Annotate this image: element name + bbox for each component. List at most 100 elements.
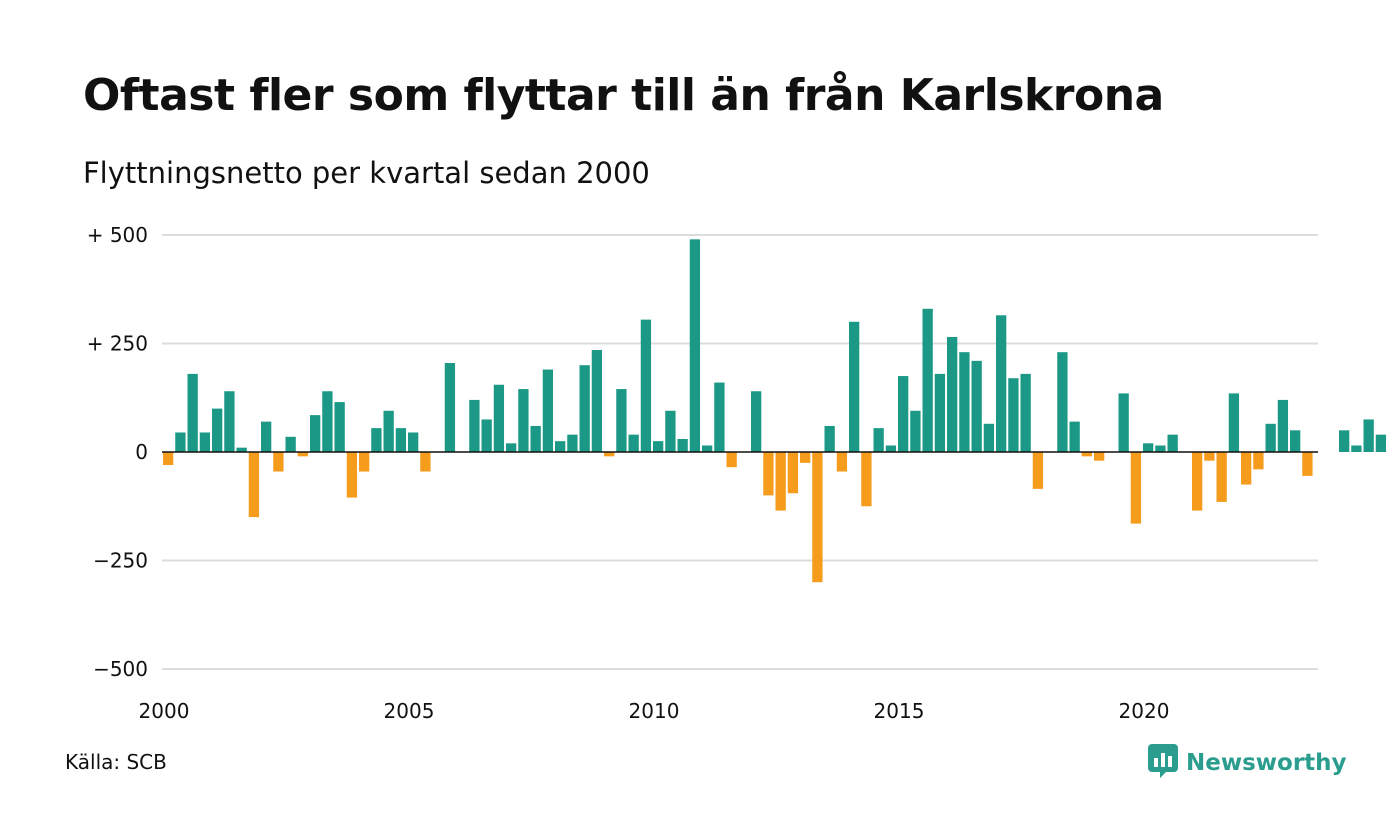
bar: 2020 K3: 40 (1167, 434, 1178, 452)
bar: 2015 K2: 95 (910, 410, 921, 452)
bar: 2004 K2: 55 (371, 428, 382, 452)
bar: 2016 K3: 210 (971, 360, 982, 452)
bar: 2009 K1: -10 (604, 452, 615, 457)
bar: 2017 K1: 315 (996, 315, 1007, 452)
x-tick-label: 2000 (139, 699, 190, 723)
bar: 2005 K1: 45 (408, 432, 419, 452)
bars: 2000 K1: -302000 K2: 452000 K3: 1802000 … (163, 239, 1387, 583)
newsworthy-logo-icon (1148, 744, 1178, 782)
bar: 2019 K4: -165 (1130, 452, 1142, 524)
bar: 2014 K3: 55 (873, 428, 884, 452)
bar: 2000 K2: 45 (175, 432, 186, 452)
bar: 2014 K1: 300 (849, 321, 860, 452)
bar: 2002 K4: -10 (297, 452, 309, 457)
y-tick-label: −250 (93, 549, 148, 573)
bar: 2016 K1: 265 (947, 336, 958, 452)
bar: 2003 K4: -105 (346, 452, 358, 498)
bar: 2005 K2: -45 (420, 452, 431, 472)
y-tick-label: 0 (135, 440, 148, 464)
bar: 2015 K1: 175 (898, 376, 909, 452)
bar: 2018 K2: 230 (1057, 352, 1068, 452)
bar: 2007 K2: 145 (518, 389, 529, 452)
bar: 2021 K2: -20 (1204, 452, 1215, 461)
bar: 2017 K3: 180 (1020, 373, 1031, 452)
y-tick-label: −500 (93, 657, 148, 681)
bar: 2017 K4: -85 (1032, 452, 1044, 489)
bar: 2001 K4: -150 (248, 452, 260, 518)
bar: 2013 K4: -45 (836, 452, 848, 472)
bar: 2022 K4: 120 (1277, 399, 1289, 452)
bar: 2019 K1: -20 (1094, 452, 1105, 461)
bar: 2017 K2: 170 (1008, 378, 1019, 452)
bar: 2001 K3: 10 (236, 447, 247, 452)
bar: 2001 K1: 100 (212, 408, 223, 452)
bar: 2018 K4: -10 (1081, 452, 1093, 457)
bar: undefined: 15 (1351, 445, 1362, 452)
bar: 2022 K1: -75 (1241, 452, 1252, 485)
bar: 2001 K2: 140 (224, 391, 235, 452)
bar: 2003 K1: 85 (310, 415, 321, 452)
bar: 2006 K2: 120 (469, 399, 480, 452)
bar: 2012 K4: -95 (787, 452, 799, 494)
bar: 2006 K4: 155 (493, 384, 505, 452)
brand[interactable]: Newsworthy (1148, 744, 1347, 782)
bar: 2008 K3: 200 (579, 365, 590, 452)
bar: 2000 K1: -30 (163, 452, 174, 466)
bar: 2011 K3: -35 (726, 452, 737, 468)
x-tick-label: 2005 (384, 699, 435, 723)
bar: 2010 K4: 490 (689, 239, 701, 452)
bar: 2021 K3: -115 (1216, 452, 1227, 502)
chart-title: Oftast fler som flyttar till än från Kar… (83, 70, 1164, 121)
bar: undefined: 75 (1363, 419, 1374, 452)
bar: 2012 K1: 140 (751, 391, 762, 452)
bar: 2004 K3: 95 (383, 410, 394, 452)
bar: 2004 K4: 55 (395, 428, 407, 452)
bar: 2002 K2: -45 (273, 452, 284, 472)
bar: 2003 K2: 140 (322, 391, 333, 452)
bar: 2012 K3: -135 (775, 452, 786, 511)
x-tick-label: 2020 (1119, 699, 1170, 723)
bar: 2020 K2: 15 (1155, 445, 1166, 452)
bar: 2000 K3: 180 (187, 373, 198, 452)
bar: 2013 K1: -25 (800, 452, 811, 463)
bar: 2019 K3: 135 (1118, 393, 1129, 452)
bar: 2007 K3: 60 (530, 425, 541, 452)
y-axis-tick-labels: + 500 + 250 0 −250 −500 (87, 223, 148, 681)
bar: 2016 K2: 230 (959, 352, 970, 452)
bar: 2006 K3: 75 (481, 419, 492, 452)
x-tick-label: 2010 (629, 699, 680, 723)
bar: 2018 K3: 70 (1069, 421, 1080, 452)
bar: 2010 K1: 25 (653, 441, 664, 452)
bar: 2002 K1: 70 (261, 421, 272, 452)
bar: 2022 K2: -40 (1253, 452, 1264, 470)
bar: 2010 K2: 95 (665, 410, 676, 452)
y-tick-label: + 250 (87, 332, 148, 356)
bar: 2007 K1: 20 (506, 443, 517, 452)
bar: 2016 K4: 65 (983, 423, 995, 452)
x-axis-tick-labels: 2000 2005 2010 2015 2020 (139, 699, 1170, 723)
bar: 2013 K2: -300 (812, 452, 823, 583)
brand-name: Newsworthy (1186, 750, 1347, 776)
bar: 2014 K2: -125 (861, 452, 872, 507)
bar: 2009 K2: 145 (616, 389, 627, 452)
bar: 2003 K3: 115 (334, 402, 345, 452)
bar: 2021 K4: 135 (1228, 393, 1240, 452)
bar: 2020 K1: 20 (1143, 443, 1154, 452)
bar: 2022 K3: 65 (1265, 423, 1276, 452)
bar: 2010 K3: 30 (677, 438, 688, 452)
bar: 2013 K3: 60 (824, 425, 835, 452)
bar: 2009 K3: 40 (628, 434, 639, 452)
bar: undefined: 50 (1339, 430, 1350, 452)
bar: 2014 K4: 15 (885, 445, 897, 452)
bar: 2023 K1: 50 (1290, 430, 1301, 452)
grid-lines (162, 234, 1318, 670)
bar: 2023 K2: -55 (1302, 452, 1313, 476)
x-tick-label: 2015 (874, 699, 925, 723)
bar: 2011 K2: 160 (714, 382, 725, 452)
bar: 2015 K3: 330 (922, 308, 933, 452)
bar: 2011 K1: 15 (702, 445, 713, 452)
bar: 2015 K4: 180 (934, 373, 946, 452)
bar: 2021 K1: -135 (1192, 452, 1203, 511)
bar: 2008 K4: 235 (591, 350, 603, 452)
source-note: Källa: SCB (65, 750, 167, 774)
